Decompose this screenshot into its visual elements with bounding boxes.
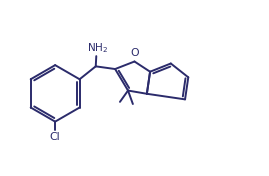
Text: Cl: Cl: [50, 132, 61, 142]
Text: NH$_2$: NH$_2$: [87, 41, 108, 55]
Text: O: O: [131, 48, 139, 58]
